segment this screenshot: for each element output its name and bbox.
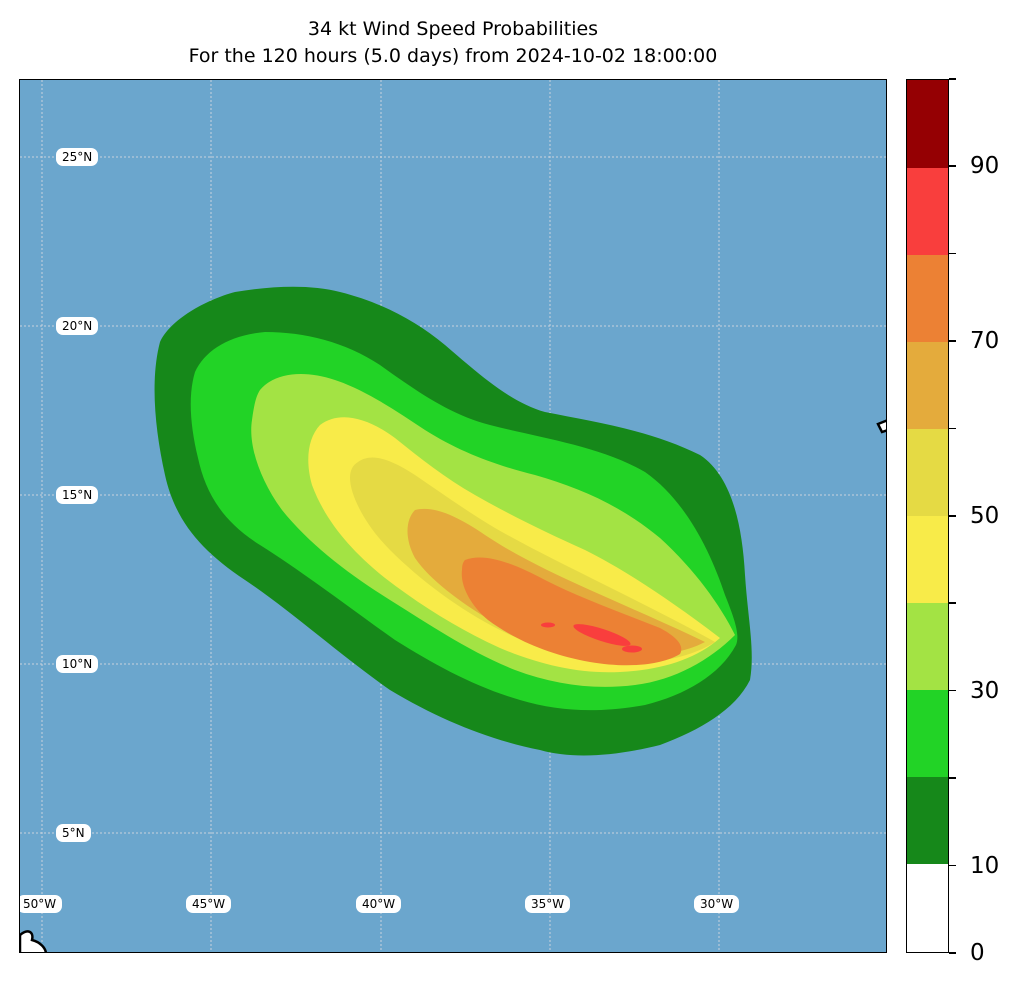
colorbar-segment — [907, 515, 948, 604]
colorbar-segment — [907, 863, 948, 952]
band-80-core — [573, 624, 631, 646]
colorbar-segment — [907, 776, 948, 865]
colorbar-tick — [949, 777, 956, 779]
map-panel[interactable]: 25°N 20°N 15°N 10°N 5°N 50°W 45°W 40°W 3… — [19, 79, 887, 953]
colorbar-segment — [907, 80, 948, 168]
lon-label-30w: 30°W — [694, 895, 740, 913]
band-80 — [541, 622, 642, 653]
colorbar-tick — [949, 252, 956, 255]
lat-label-5n: 5°N — [56, 824, 91, 842]
colorbar-tick — [949, 952, 956, 954]
band-70 — [461, 557, 682, 666]
colorbar-tick-label: 0 — [970, 940, 985, 966]
colorbar-segment — [907, 602, 948, 691]
colorbar-tick — [949, 515, 956, 517]
colorbar-segment — [907, 689, 948, 778]
colorbar — [906, 79, 949, 953]
chart-subtitle: For the 120 hours (5.0 days) from 2024-1… — [188, 45, 718, 67]
colorbar-tick — [949, 165, 956, 167]
colorbar-tick — [949, 427, 956, 430]
lon-label-35w: 35°W — [525, 895, 571, 913]
lat-label-15n: 15°N — [56, 486, 99, 504]
colorbar-tick-label: 30 — [970, 677, 1000, 704]
colorbar-tick-label: 10 — [970, 852, 1000, 879]
colorbar-segment — [907, 254, 948, 342]
lon-label-40w: 40°W — [356, 895, 402, 913]
band-80-west — [541, 622, 555, 628]
colorbar-tick-label: 70 — [970, 328, 1000, 355]
colorbar-tick — [949, 340, 956, 342]
colorbar-segment — [907, 341, 948, 429]
band-80-east — [622, 645, 642, 653]
colorbar-segment — [907, 167, 948, 255]
coastline-east — [876, 419, 886, 434]
colorbar-tick-label: 90 — [970, 153, 1000, 180]
colorbar-tick — [949, 602, 956, 604]
chart-title: 34 kt Wind Speed Probabilities — [307, 18, 599, 40]
lat-label-20n: 20°N — [56, 317, 99, 335]
map-canvas — [20, 80, 886, 952]
colorbar-tick — [949, 689, 956, 692]
colorbar-tick — [949, 78, 956, 80]
lon-label-50w: 50°W — [20, 895, 63, 913]
lon-label-45w: 45°W — [186, 895, 232, 913]
colorbar-tick — [949, 864, 956, 867]
lat-label-10n: 10°N — [56, 655, 99, 673]
coastline-southwest — [20, 930, 48, 952]
colorbar-tick-label: 50 — [970, 503, 1000, 529]
colorbar-segment — [907, 428, 948, 516]
lat-label-25n: 25°N — [56, 148, 99, 166]
probability-contours — [154, 286, 752, 756]
